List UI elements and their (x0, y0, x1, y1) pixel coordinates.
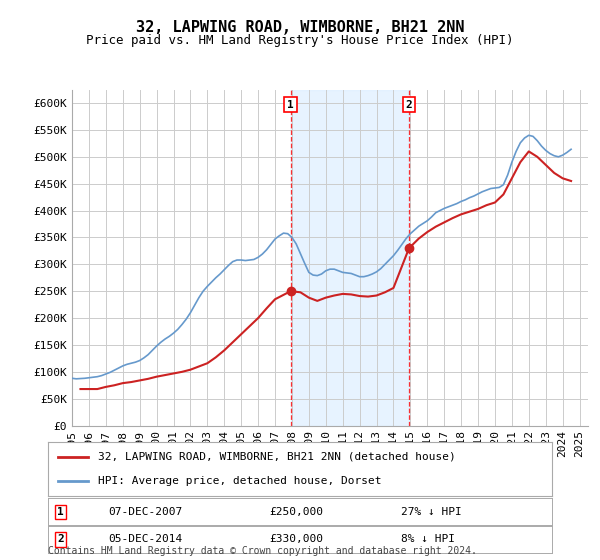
Text: HPI: Average price, detached house, Dorset: HPI: Average price, detached house, Dors… (98, 476, 382, 486)
Text: 1: 1 (287, 100, 294, 110)
Text: Price paid vs. HM Land Registry's House Price Index (HPI): Price paid vs. HM Land Registry's House … (86, 34, 514, 46)
Text: £250,000: £250,000 (270, 507, 324, 517)
Text: 07-DEC-2007: 07-DEC-2007 (109, 507, 183, 517)
Text: £330,000: £330,000 (270, 534, 324, 544)
Text: 05-DEC-2014: 05-DEC-2014 (109, 534, 183, 544)
Text: 32, LAPWING ROAD, WIMBORNE, BH21 2NN: 32, LAPWING ROAD, WIMBORNE, BH21 2NN (136, 20, 464, 35)
Text: 2: 2 (406, 100, 412, 110)
Bar (290, 90, 409, 426)
Text: 32, LAPWING ROAD, WIMBORNE, BH21 2NN (detached house): 32, LAPWING ROAD, WIMBORNE, BH21 2NN (de… (98, 452, 456, 462)
Text: 27% ↓ HPI: 27% ↓ HPI (401, 507, 461, 517)
Text: 8% ↓ HPI: 8% ↓ HPI (401, 534, 455, 544)
Text: 1: 1 (57, 507, 64, 517)
Text: Contains HM Land Registry data © Crown copyright and database right 2024.: Contains HM Land Registry data © Crown c… (48, 545, 477, 556)
Text: 2: 2 (57, 534, 64, 544)
